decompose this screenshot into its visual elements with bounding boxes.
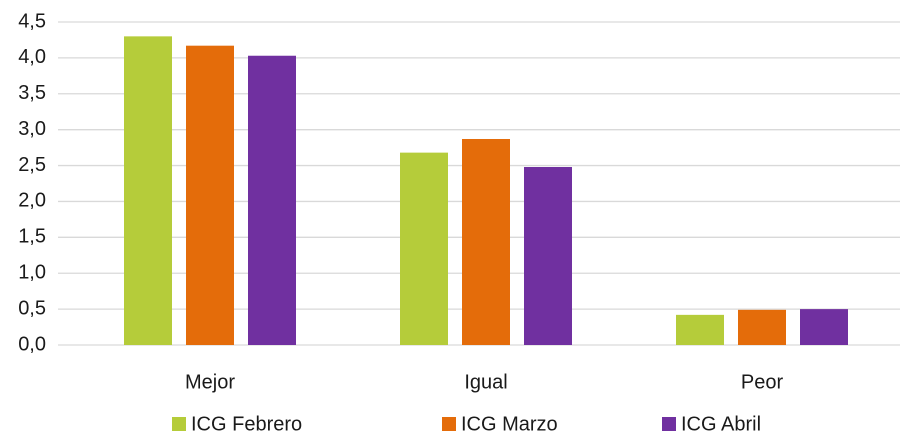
y-tick-label: 0,0 [18,333,46,355]
bar [738,309,786,345]
bar [800,309,848,345]
y-tick-label: 2,5 [18,154,46,176]
y-tick-label: 1,5 [18,226,46,248]
x-tick-label: Igual [464,371,507,393]
legend-label: ICG Marzo [461,413,558,433]
legend-label: ICG Abril [681,413,761,433]
bar [186,45,234,345]
legend-swatch [662,417,676,431]
y-tick-label: 1,0 [18,262,46,284]
bar [400,152,448,345]
y-tick-label: 2,0 [18,190,46,212]
y-tick-label: 3,5 [18,82,46,104]
x-tick-label: Mejor [185,371,235,393]
bar [462,138,510,345]
legend-swatch [172,417,186,431]
legend-label: ICG Febrero [191,413,302,433]
bar [524,166,572,345]
bar [124,36,172,345]
bar [676,314,724,345]
y-tick-label: 4,5 [18,10,46,32]
y-tick-label: 3,0 [18,118,46,140]
bar [248,55,296,345]
y-tick-label: 4,0 [18,46,46,68]
legend-swatch [442,417,456,431]
y-tick-label: 0,5 [18,297,46,319]
x-tick-label: Peor [741,371,784,393]
